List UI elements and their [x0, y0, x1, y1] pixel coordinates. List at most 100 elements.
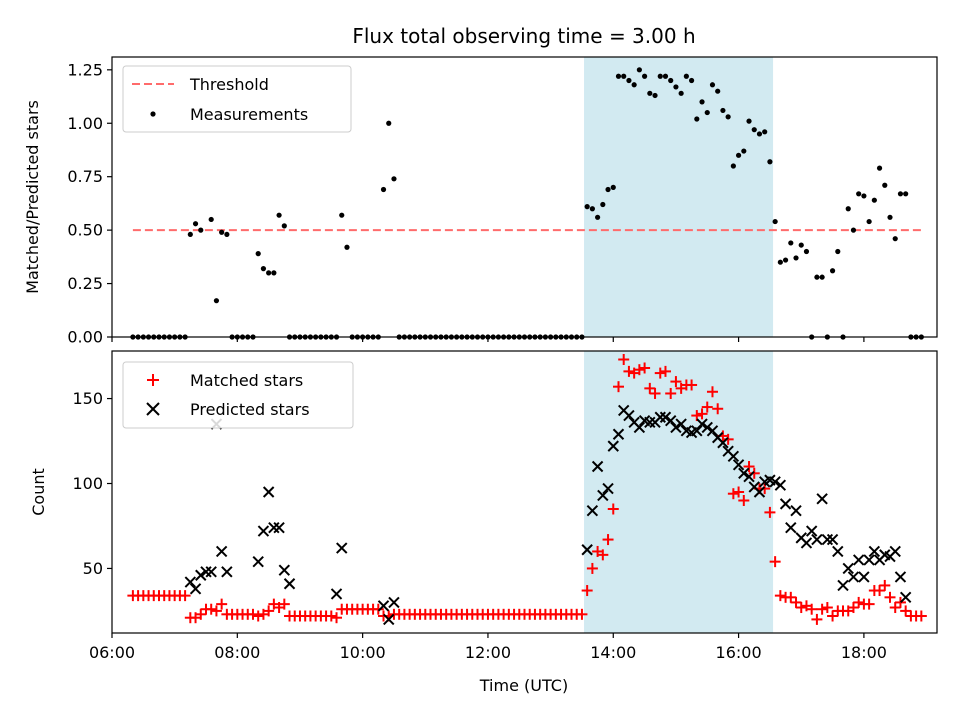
measurement-point	[631, 82, 637, 88]
predicted-star-point	[607, 440, 619, 452]
matched-star-point	[665, 387, 677, 399]
matched-star-point	[252, 610, 264, 622]
predicted-star-point	[889, 545, 901, 558]
predicted-star-point	[215, 545, 228, 558]
predicted-star-point	[383, 613, 395, 626]
predicted-star-point	[252, 555, 264, 568]
predicted-star-point	[837, 579, 849, 592]
measurement-point	[208, 216, 214, 223]
matched-star-point	[759, 483, 771, 495]
matched-star-point	[785, 591, 797, 603]
measurement-point	[715, 88, 721, 94]
predicted-star-point	[273, 521, 285, 534]
predicted-star-point	[701, 421, 713, 434]
matched-star-point	[623, 365, 635, 377]
predicted-star-point	[633, 421, 646, 434]
measurement-point	[788, 240, 794, 246]
matched-star-point	[586, 562, 598, 574]
matched-star-point	[654, 367, 666, 379]
legend-plus-swatch	[147, 374, 159, 386]
predicted-star-point	[602, 482, 614, 495]
predicted-star-point	[283, 578, 296, 590]
measurement-point	[662, 73, 669, 79]
predicted-star-point	[826, 533, 839, 546]
matched-star-point	[331, 612, 343, 624]
legend-measurements-label: Measurements	[190, 105, 308, 124]
matched-star-point	[806, 603, 818, 615]
measurement-point	[814, 274, 820, 280]
predicted-star-point	[268, 521, 280, 534]
measurement-point	[276, 212, 282, 218]
legend-x-swatch	[146, 402, 160, 416]
measurement-point	[730, 163, 736, 169]
measurement-point	[339, 212, 345, 218]
predicted-star-point	[184, 576, 197, 588]
matched-star-point	[769, 556, 781, 568]
measurement-point	[198, 227, 204, 233]
measurement-point	[380, 186, 387, 193]
measurement-point	[626, 77, 632, 84]
measurement-point	[798, 242, 804, 248]
measurement-point	[615, 73, 622, 79]
predicted-star-point	[195, 569, 207, 581]
matched-star-point	[738, 494, 750, 506]
matched-star-point	[701, 401, 713, 413]
matched-star-point	[712, 403, 724, 415]
y-tick-label: 0.50	[67, 221, 103, 240]
matched-star-point	[874, 585, 886, 597]
matched-star-point	[179, 590, 191, 602]
measurement-point	[260, 266, 267, 272]
predicted-star-points	[184, 404, 912, 626]
predicted-star-point	[847, 571, 860, 583]
measurement-point	[647, 90, 653, 96]
matched-star-point	[195, 608, 207, 620]
measurement-point	[704, 109, 710, 116]
predicted-star-point	[868, 545, 881, 558]
measurement-point	[903, 191, 909, 197]
predicted-star-point	[377, 600, 390, 612]
predicted-star-point	[336, 542, 348, 554]
y-tick-label: 0.25	[67, 274, 103, 293]
plot-frame	[111, 350, 938, 634]
predicted-star-point	[774, 479, 787, 491]
x-tick-label: 18:00	[841, 643, 887, 662]
predicted-star-point	[586, 504, 599, 517]
predicted-star-point	[659, 411, 672, 423]
predicted-star-point	[743, 471, 755, 483]
matched-star-point	[576, 608, 588, 620]
y-tick-label: 1.00	[67, 114, 103, 133]
matched-star-point	[722, 433, 734, 445]
measurement-point	[641, 73, 648, 79]
predicted-star-point	[691, 425, 703, 437]
predicted-star-point	[863, 554, 875, 566]
measurement-point	[829, 268, 836, 274]
y-tick-label: 0.75	[67, 167, 103, 186]
matched-star-point	[618, 353, 630, 365]
predicted-star-point	[811, 533, 823, 546]
measurement-point	[767, 159, 773, 165]
matched-star-point	[889, 602, 901, 614]
matched-star-point	[263, 605, 275, 617]
measurement-point	[605, 186, 611, 193]
predicted-star-point	[769, 476, 781, 488]
x-tick-label: 06:00	[89, 643, 135, 662]
matched-star-point	[633, 364, 645, 376]
predicted-star-point	[597, 489, 609, 502]
matched-star-point	[216, 598, 228, 610]
measurement-point	[219, 229, 225, 235]
measurement-point	[657, 73, 663, 79]
x-tick-label: 08:00	[214, 643, 260, 662]
matched-star-point	[278, 598, 290, 610]
predicted-star-point	[623, 409, 635, 422]
predicted-star-point	[696, 418, 708, 430]
measurement-point	[610, 184, 616, 190]
predicted-star-point	[816, 493, 828, 505]
observing-window-shade	[584, 57, 774, 337]
predicted-star-point	[717, 437, 729, 449]
measurement-point	[850, 227, 857, 233]
measurement-point	[584, 204, 590, 210]
measurement-point	[652, 92, 658, 99]
predicted-star-point	[644, 416, 656, 429]
measurement-point	[595, 214, 601, 220]
measurement-point	[224, 231, 230, 238]
